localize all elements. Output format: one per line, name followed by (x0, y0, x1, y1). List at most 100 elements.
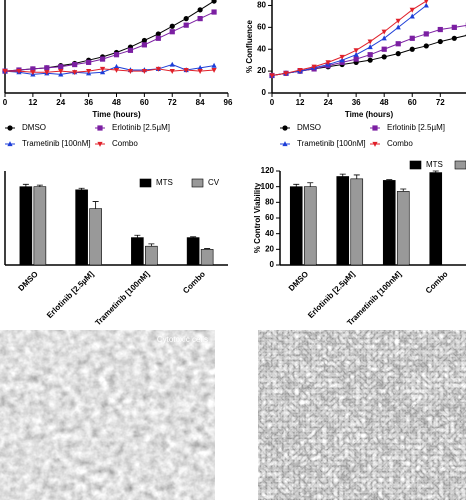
bar (89, 208, 102, 266)
x-tick-label: DMSO (16, 270, 39, 293)
x-axis-title: Time (hours) (92, 110, 141, 119)
legend-label: Erlotinib [2.5µM] (112, 123, 170, 132)
marker (211, 0, 217, 4)
marker (367, 52, 373, 58)
marker (72, 61, 78, 68)
bar (186, 237, 200, 266)
marker (44, 70, 50, 76)
marker (86, 69, 92, 74)
x-tick-label: 12 (296, 98, 305, 107)
x-tick-label: 12 (28, 98, 37, 107)
micrograph (258, 330, 466, 500)
marker (211, 62, 217, 68)
y-tick-label: 60 (265, 213, 274, 222)
marker (424, 0, 429, 4)
x-tick-label: 48 (112, 98, 121, 107)
marker (183, 67, 189, 73)
legend-label: CV (208, 178, 220, 187)
marker (99, 69, 106, 75)
bar (336, 176, 350, 266)
x-tick-label: 0 (3, 98, 8, 107)
marker (325, 60, 331, 66)
marker (409, 46, 415, 52)
marker (423, 2, 429, 8)
bar (396, 191, 410, 266)
bar (289, 186, 303, 266)
marker (451, 35, 457, 41)
marker (423, 43, 429, 49)
marker (30, 66, 36, 72)
legend-label: Combo (112, 139, 138, 148)
x-tick-label: Erlotinib [2.5µM] (45, 269, 96, 320)
marker (339, 54, 345, 60)
marker (58, 69, 64, 74)
marker (353, 56, 359, 62)
legend-marker (372, 125, 378, 131)
error-bar (432, 170, 439, 173)
x-tick-label: 60 (408, 98, 417, 107)
x-tick-label: 36 (84, 98, 93, 107)
marker (381, 54, 387, 60)
marker (99, 56, 106, 62)
x-tick-label: 60 (140, 98, 149, 107)
marker (437, 26, 443, 33)
x-tick-label: 84 (196, 98, 205, 107)
marker (409, 7, 415, 13)
legend-marker (97, 125, 103, 131)
bar (200, 249, 214, 266)
marker (86, 59, 92, 65)
error-bar (22, 183, 29, 187)
error-bar (353, 174, 360, 179)
x-tick-label: 36 (352, 98, 361, 107)
marker (367, 44, 373, 50)
marker (113, 63, 120, 69)
legend-marker (282, 125, 288, 131)
marker (127, 47, 134, 53)
marker (30, 70, 36, 76)
y-tick-label: 80 (265, 197, 274, 206)
marker (395, 51, 401, 57)
y-tick-label: 120 (261, 166, 275, 175)
marker (211, 67, 217, 73)
marker (113, 67, 120, 73)
micrograph (0, 330, 215, 500)
marker (44, 65, 50, 71)
marker (339, 57, 345, 63)
bar (33, 186, 47, 266)
error-bar (204, 248, 211, 250)
error-bar (36, 184, 43, 187)
x-tick-label: Erlotinib [2.5µM] (306, 269, 357, 320)
marker (381, 35, 387, 41)
marker (395, 41, 401, 47)
error-bar (307, 182, 314, 187)
bar (429, 172, 443, 266)
marker (311, 64, 317, 70)
error-bar (400, 188, 407, 192)
marker (155, 66, 161, 72)
error-bar (134, 234, 141, 238)
error-bar (190, 236, 197, 238)
marker (339, 59, 345, 65)
legend-label: DMSO (297, 123, 321, 132)
y-tick-label: 20 (257, 66, 266, 75)
marker (297, 67, 303, 73)
bar (382, 180, 396, 266)
marker (197, 69, 203, 74)
marker (72, 70, 78, 76)
x-tick-label: Trametinib [100nM] (93, 269, 151, 327)
marker (169, 23, 175, 29)
marker (58, 71, 64, 77)
legend-swatch (454, 160, 466, 170)
error-bar (78, 187, 85, 190)
bar (145, 245, 158, 266)
marker (183, 22, 189, 28)
x-tick-label: DMSO (287, 270, 310, 293)
marker (197, 64, 203, 70)
y-tick-label: 40 (265, 229, 274, 238)
marker (58, 64, 64, 70)
legend-label: Trametinib [100nM] (297, 139, 366, 148)
image-label: Cytotoxic cells (157, 335, 208, 344)
series-line (5, 68, 215, 73)
